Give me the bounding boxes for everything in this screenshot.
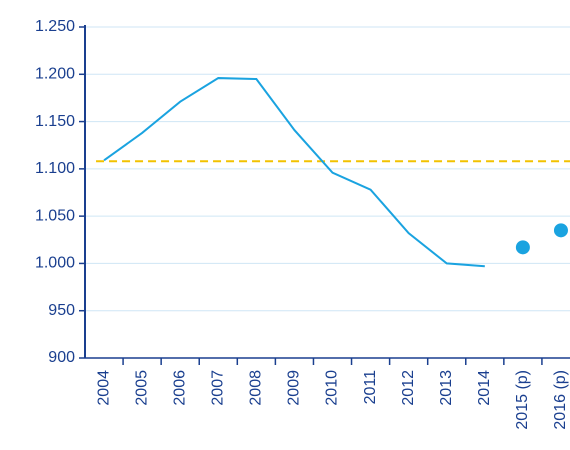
x-tick-label: 2012 (400, 370, 417, 406)
y-tick-label: 1.200 (35, 66, 75, 83)
x-tick-label: 2007 (209, 370, 226, 406)
y-tick-label: 1.050 (35, 207, 75, 224)
y-tick-label: 1.250 (35, 18, 75, 35)
x-tick-label: 2014 (476, 370, 493, 406)
x-tick-label: 2005 (133, 370, 150, 406)
x-tick-label: 2008 (248, 370, 265, 406)
point (553, 223, 568, 238)
x-tick-label: 2011 (362, 370, 379, 405)
y-tick-label: 950 (48, 302, 75, 319)
x-tick-label: 2004 (95, 370, 112, 406)
y-tick-label: 1.000 (35, 255, 75, 272)
x-tick-label: 2015 (p) (514, 370, 531, 430)
point (515, 240, 530, 255)
y-tick-label: 1.100 (35, 160, 75, 177)
y-tick-label: 1.150 (35, 113, 75, 130)
x-tick-label: 2009 (286, 370, 303, 406)
line (103, 77, 485, 268)
x-tick-label: 2010 (324, 370, 341, 406)
x-tick-label: 2016 (p) (552, 370, 569, 430)
x-tick-label: 2013 (438, 370, 455, 406)
y-tick-label: 900 (48, 349, 75, 366)
x-tick-label: 2006 (171, 370, 188, 406)
